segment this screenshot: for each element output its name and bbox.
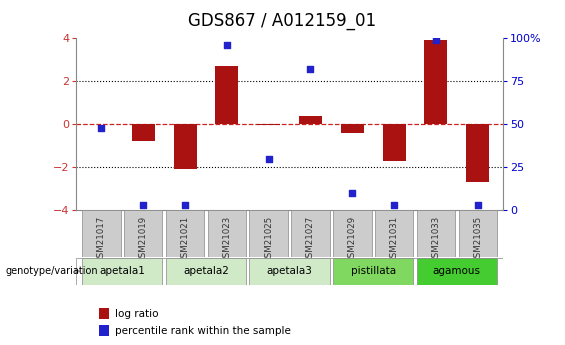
- Bar: [166, 210, 205, 257]
- Bar: [424, 40, 447, 124]
- Bar: [124, 210, 162, 257]
- Bar: [417, 258, 497, 285]
- Text: apetala2: apetala2: [183, 266, 229, 276]
- Point: [222, 42, 231, 48]
- Bar: [132, 124, 155, 141]
- Text: GSM21023: GSM21023: [223, 216, 231, 263]
- Bar: [333, 258, 414, 285]
- Text: GSM21019: GSM21019: [138, 216, 147, 263]
- Bar: [291, 210, 330, 257]
- Bar: [383, 124, 406, 161]
- Bar: [466, 124, 489, 183]
- Point: [473, 203, 483, 208]
- Text: GSM21029: GSM21029: [348, 216, 357, 263]
- Point: [348, 190, 357, 196]
- Bar: [99, 308, 109, 319]
- Bar: [82, 210, 120, 257]
- Text: genotype/variation: genotype/variation: [6, 266, 98, 276]
- Point: [306, 66, 315, 72]
- Text: GSM21033: GSM21033: [432, 216, 441, 263]
- Point: [432, 37, 441, 42]
- Text: GSM21017: GSM21017: [97, 216, 106, 263]
- Bar: [207, 210, 246, 257]
- Text: agamous: agamous: [433, 266, 481, 276]
- Text: GSM21027: GSM21027: [306, 216, 315, 263]
- Bar: [173, 124, 197, 169]
- Text: percentile rank within the sample: percentile rank within the sample: [115, 326, 290, 336]
- Bar: [257, 124, 280, 125]
- Bar: [166, 258, 246, 285]
- Bar: [215, 66, 238, 124]
- Bar: [341, 124, 364, 133]
- Bar: [333, 210, 372, 257]
- Bar: [299, 116, 322, 124]
- Text: GDS867 / A012159_01: GDS867 / A012159_01: [189, 12, 376, 30]
- Point: [180, 203, 189, 208]
- Bar: [375, 210, 414, 257]
- Text: apetala1: apetala1: [99, 266, 145, 276]
- Bar: [249, 210, 288, 257]
- Point: [97, 125, 106, 130]
- Bar: [459, 210, 497, 257]
- Bar: [99, 325, 109, 336]
- Bar: [417, 210, 455, 257]
- Point: [264, 156, 273, 161]
- Text: GSM21021: GSM21021: [180, 216, 189, 263]
- Point: [390, 203, 399, 208]
- Bar: [82, 258, 162, 285]
- Text: pistillata: pistillata: [351, 266, 396, 276]
- Text: GSM21035: GSM21035: [473, 216, 483, 263]
- Text: apetala3: apetala3: [267, 266, 312, 276]
- Point: [138, 203, 147, 208]
- Text: GSM21031: GSM21031: [390, 216, 399, 263]
- Text: log ratio: log ratio: [115, 309, 158, 318]
- Bar: [249, 258, 330, 285]
- Text: GSM21025: GSM21025: [264, 216, 273, 263]
